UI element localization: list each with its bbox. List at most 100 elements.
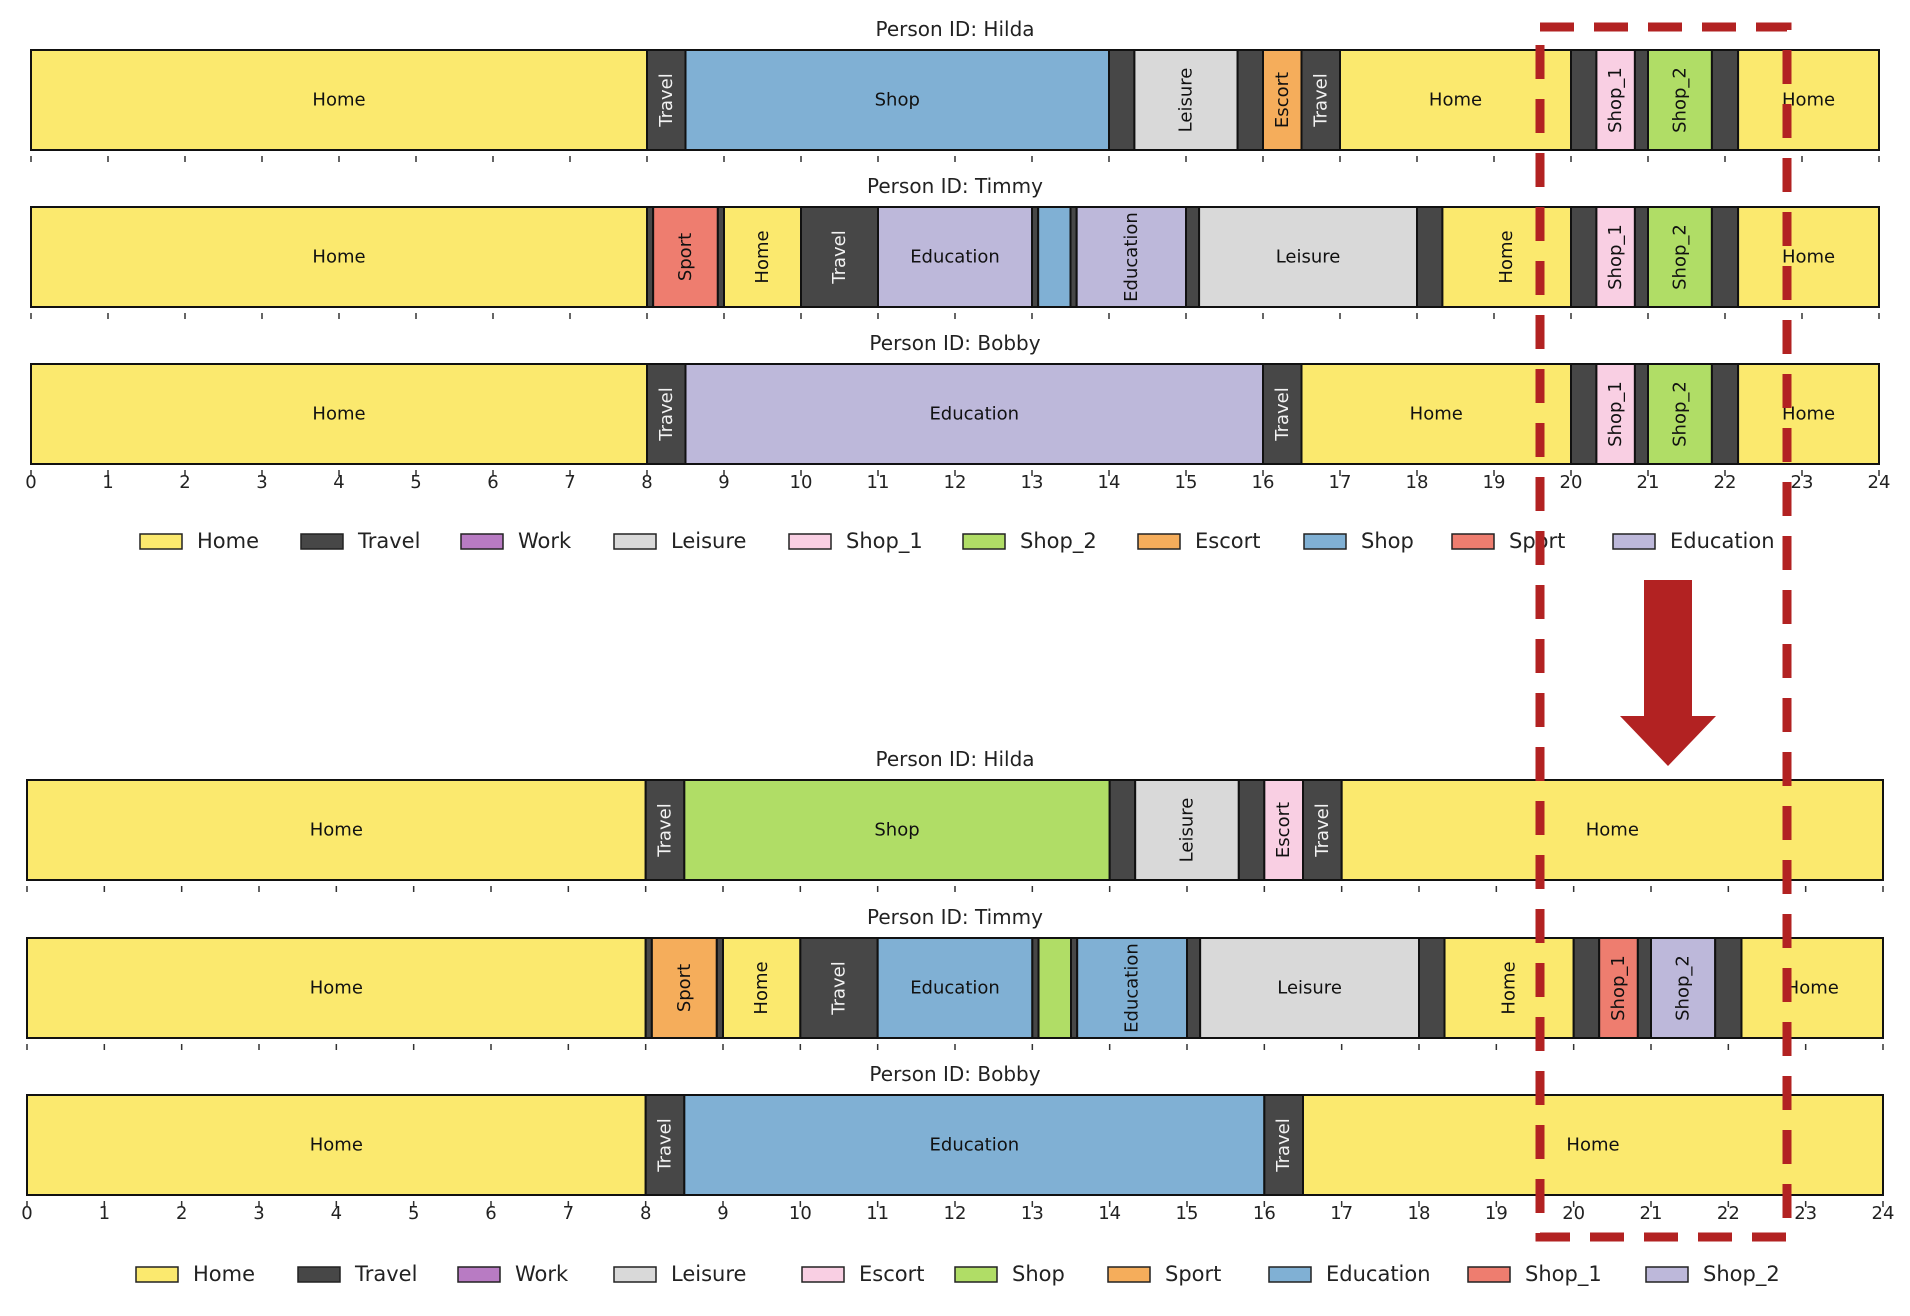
x-tick-label: 23 — [1794, 1203, 1817, 1224]
segment-label: Home — [1410, 404, 1463, 425]
x-tick-label: 9 — [717, 1203, 728, 1224]
segment-shop-1 — [1598, 937, 1639, 1039]
segment-label: Shop_2 — [1669, 224, 1690, 290]
segment-travel — [1263, 1094, 1305, 1196]
row-title: Person ID: Timmy — [867, 174, 1043, 198]
segment-home — [26, 779, 647, 881]
x-tick-label: 2 — [176, 1203, 187, 1224]
segment-shop-2 — [1647, 49, 1713, 151]
x-tick-label: 18 — [1408, 1203, 1431, 1224]
x-tick-label: 10 — [790, 472, 813, 493]
segment-label: Shop_2 — [1673, 955, 1694, 1021]
legend-swatch — [139, 533, 183, 550]
segment-label: Home — [1566, 1135, 1619, 1156]
legend-label: Shop_2 — [1703, 1262, 1780, 1287]
segment-label: Shop_2 — [1669, 67, 1690, 133]
segment-travel — [646, 49, 687, 151]
segment-label: Leisure — [1277, 978, 1342, 999]
segment-label: Home — [1496, 230, 1517, 283]
legend-label: Work — [515, 1262, 569, 1286]
person-row: Person ID: Timmy Home Sport Home Travel Educa… — [26, 905, 1884, 1050]
x-tick-label: 24 — [1868, 472, 1891, 493]
segment-travel — [1633, 363, 1650, 465]
row-title: Person ID: Hilda — [875, 17, 1034, 41]
segment-travel — [1633, 206, 1650, 308]
segment-label: Travel — [656, 73, 677, 128]
legend-swatch — [135, 1266, 179, 1283]
x-tick-label: 22 — [1714, 472, 1737, 493]
person-row: Person ID: Hilda Home Travel Shop Leisure Esc… — [26, 747, 1884, 892]
legend-swatch — [1107, 1266, 1151, 1283]
x-tick-label: 15 — [1176, 1203, 1199, 1224]
segment-label: Shop_1 — [1605, 381, 1626, 447]
segment-travel — [1633, 49, 1650, 151]
segment-label: Travel — [1273, 1118, 1294, 1173]
legend-swatch — [460, 533, 504, 550]
segment-travel — [1416, 206, 1444, 308]
segment-label: Travel — [829, 230, 850, 285]
person-row: Person ID: Bobby Home Travel Education Trave… — [26, 1062, 1884, 1207]
x-tick-label: 6 — [487, 472, 498, 493]
x-tick-label: 1 — [102, 472, 113, 493]
segment-travel — [1710, 49, 1740, 151]
x-tick-label: 13 — [1021, 1203, 1044, 1224]
segment-label: Travel — [655, 803, 676, 858]
x-tick-label: 20 — [1562, 1203, 1585, 1224]
segment-travel — [644, 779, 686, 881]
segment-label: Shop_1 — [1605, 67, 1626, 133]
legend-swatch — [1137, 533, 1181, 550]
x-tick-label: 6 — [485, 1203, 496, 1224]
legend-swatch — [613, 1266, 657, 1283]
segment-label: Home — [752, 230, 773, 283]
segment-label: Sport — [674, 964, 695, 1012]
legend-label: Home — [193, 1262, 255, 1286]
segment-leisure — [1198, 206, 1418, 308]
segment-label: Escort — [1273, 802, 1294, 858]
segment-label: Escort — [1272, 72, 1293, 128]
segment-label: Home — [310, 978, 363, 999]
segment-shop-1 — [1595, 49, 1636, 151]
x-tick-label: 16 — [1253, 1203, 1276, 1224]
segment-sport — [652, 206, 719, 308]
segment-label: Home — [310, 820, 363, 841]
segment-label: Home — [1786, 978, 1839, 999]
segment-travel — [1636, 937, 1653, 1039]
segment-home — [1340, 779, 1884, 881]
x-tick-label: 0 — [25, 472, 36, 493]
x-tick-label: 8 — [641, 472, 652, 493]
chart-panel-2: Person ID: Hilda Home Travel Shop Leisure Esc… — [21, 747, 1894, 1287]
segment-label: Home — [310, 1135, 363, 1156]
segment-travel — [800, 206, 879, 308]
row-title: Person ID: Bobby — [869, 331, 1040, 355]
x-tick-label: 21 — [1637, 472, 1660, 493]
chart-panel-1: Person ID: Hilda Home Travel Shop Leisure Esc… — [25, 17, 1890, 554]
x-tick-label: 4 — [331, 1203, 342, 1224]
segment-home — [30, 49, 648, 151]
segment-label: Travel — [655, 1118, 676, 1173]
legend-label: Education — [1326, 1262, 1431, 1286]
x-tick-label: 17 — [1330, 1203, 1353, 1224]
x-tick-label: 9 — [718, 472, 729, 493]
row-title: Person ID: Bobby — [869, 1062, 1040, 1086]
legend-swatch — [297, 1266, 341, 1283]
legend-label: Shop_2 — [1020, 529, 1097, 554]
x-tick-label: 24 — [1872, 1203, 1895, 1224]
segment-label: Home — [1782, 247, 1835, 268]
segment-label: Education — [930, 1135, 1020, 1156]
segment-shop — [1037, 206, 1072, 308]
segment-label: Travel — [1272, 387, 1293, 442]
x-tick-label: 22 — [1717, 1203, 1740, 1224]
legend-swatch — [1467, 1266, 1511, 1283]
segment-home — [1737, 49, 1880, 151]
arrow-shaft — [1644, 580, 1692, 718]
segment-travel — [646, 363, 687, 465]
segment-label: Sport — [675, 233, 696, 281]
person-row: Person ID: Bobby Home Travel Education Trave… — [30, 331, 1880, 476]
x-tick-label: 11 — [867, 472, 890, 493]
segment-label: Education — [910, 247, 1000, 268]
x-tick-label: 0 — [21, 1203, 32, 1224]
x-tick-label: 23 — [1791, 472, 1814, 493]
segment-travel — [1262, 363, 1303, 465]
x-tick-label: 19 — [1485, 1203, 1508, 1224]
